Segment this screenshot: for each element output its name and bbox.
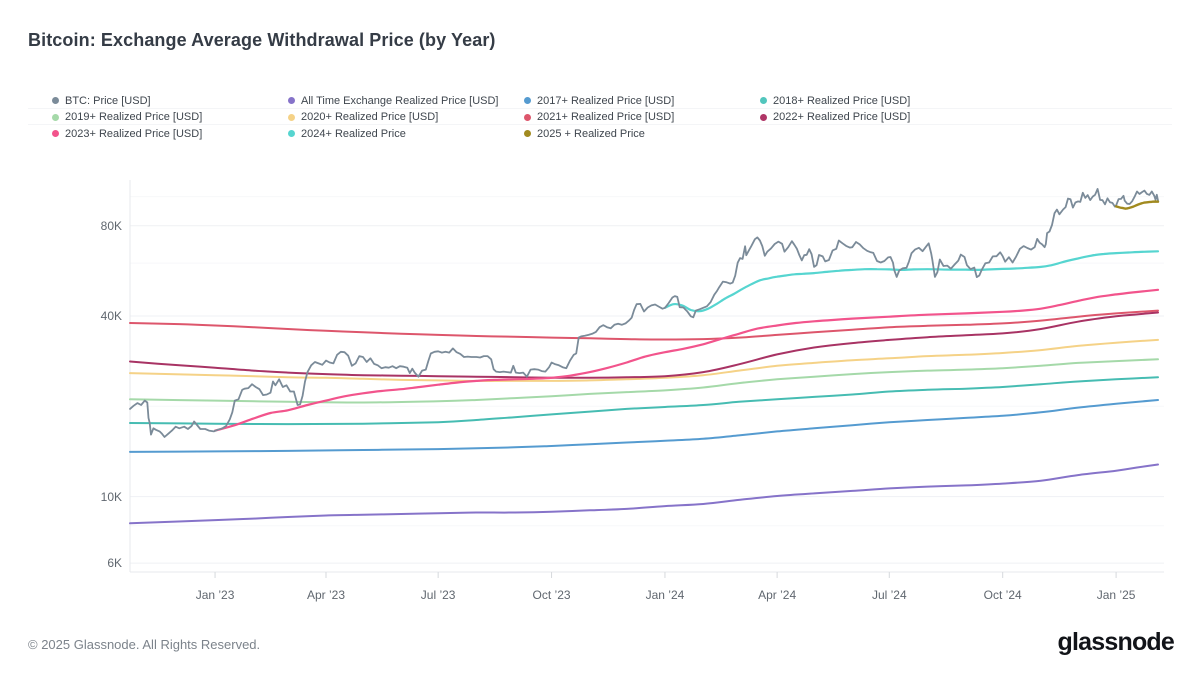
x-axis-tick-label: Jul ’23 — [420, 588, 456, 602]
x-axis-tick-label: Jan ’23 — [195, 588, 235, 602]
y-axis-tick-label: 40K — [100, 309, 122, 323]
legend-dot-icon — [760, 113, 767, 121]
legend-item-2018-realized-price-usd[interactable]: 2018+ Realized Price [USD] — [760, 94, 910, 107]
legend-item-2017-realized-price-usd[interactable]: 2017+ Realized Price [USD] — [524, 94, 674, 107]
legend-item-label: All Time Exchange Realized Price [USD] — [301, 94, 499, 107]
legend-dot-icon — [760, 97, 767, 104]
legend-row-divider — [28, 108, 1172, 109]
legend-item-label: 2018+ Realized Price [USD] — [773, 94, 911, 107]
legend-item-btc-price-usd[interactable]: BTC: Price [USD] — [52, 94, 151, 107]
legend-dot-icon — [524, 97, 531, 104]
legend-item-label: 2025 + Realized Price — [537, 127, 645, 140]
y-axis-tick-label: 10K — [100, 489, 122, 504]
legend: BTC: Price [USD] All Time Exchange Realiz… — [52, 94, 1182, 144]
x-axis-tick-label: Apr ’24 — [758, 588, 797, 602]
legend-dot-icon — [52, 113, 59, 121]
legend-item-label: BTC: Price [USD] — [65, 94, 151, 107]
x-axis-tick-label: Jul ’24 — [871, 588, 907, 602]
legend-item-label: 2021+ Realized Price [USD] — [537, 111, 675, 123]
legend-item-2024-realized-price[interactable]: 2024+ Realized Price — [288, 127, 406, 140]
legend-item-all-time-exchange-realized-price-usd[interactable]: All Time Exchange Realized Price [USD] — [288, 94, 498, 107]
legend-item-label: 2017+ Realized Price [USD] — [537, 94, 675, 107]
page-title: Bitcoin: Exchange Average Withdrawal Pri… — [28, 30, 496, 50]
legend-item-2019-realized-price-usd[interactable]: 2019+ Realized Price [USD] — [52, 111, 202, 124]
footer-copyright: © 2025 Glassnode. All Rights Reserved. — [28, 637, 261, 652]
series-all_time — [129, 463, 1159, 525]
x-axis-tick-label: Apr ’23 — [306, 588, 345, 602]
series-y2024 — [663, 250, 1160, 313]
x-axis-tick-label: Oct ’24 — [983, 588, 1022, 602]
legend-dot-icon — [288, 113, 295, 121]
series-y2018 — [129, 376, 1159, 426]
legend-item-label: 2023+ Realized Price [USD] — [65, 127, 203, 140]
glassnode-logo[interactable]: glassnode — [1057, 628, 1175, 656]
series-btc — [129, 188, 1159, 438]
legend-item-2025-realized-price[interactable]: 2025 + Realized Price — [524, 127, 645, 140]
series-y2023 — [214, 288, 1160, 432]
series-y2025 — [1114, 200, 1160, 210]
series-y2019 — [129, 358, 1159, 404]
x-axis-tick-label: Jan ’25 — [1096, 588, 1136, 602]
series-y2021 — [129, 309, 1159, 341]
y-axis-tick-label: 6K — [107, 556, 122, 571]
legend-item-2022-realized-price-usd[interactable]: 2022+ Realized Price [USD] — [760, 111, 910, 124]
legend-item-2023-realized-price-usd[interactable]: 2023+ Realized Price [USD] — [52, 127, 202, 140]
legend-item-2020-realized-price-usd[interactable]: 2020+ Realized Price [USD] — [288, 111, 438, 124]
series-y2017 — [129, 399, 1159, 453]
legend-item-label: 2020+ Realized Price [USD] — [301, 111, 439, 123]
legend-dot-icon — [52, 97, 59, 104]
x-axis-tick-label: Oct ’23 — [532, 588, 571, 602]
legend-dot-icon — [52, 130, 59, 137]
x-axis-tick-label: Jan ’24 — [645, 588, 685, 602]
legend-item-label: 2024+ Realized Price — [301, 127, 406, 140]
y-axis-tick-label: 80K — [100, 218, 122, 233]
legend-item-label: 2019+ Realized Price [USD] — [65, 111, 203, 123]
legend-item-label: 2022+ Realized Price [USD] — [773, 111, 911, 123]
legend-dot-icon — [524, 130, 531, 137]
series-y2020 — [129, 338, 1159, 382]
legend-dot-icon — [524, 113, 531, 121]
plot-area[interactable] — [130, 180, 1158, 572]
series-y2022 — [129, 311, 1159, 379]
legend-dot-icon — [288, 130, 295, 137]
legend-dot-icon — [288, 97, 295, 104]
legend-row-divider — [28, 124, 1172, 125]
legend-item-2021-realized-price-usd[interactable]: 2021+ Realized Price [USD] — [524, 111, 674, 124]
